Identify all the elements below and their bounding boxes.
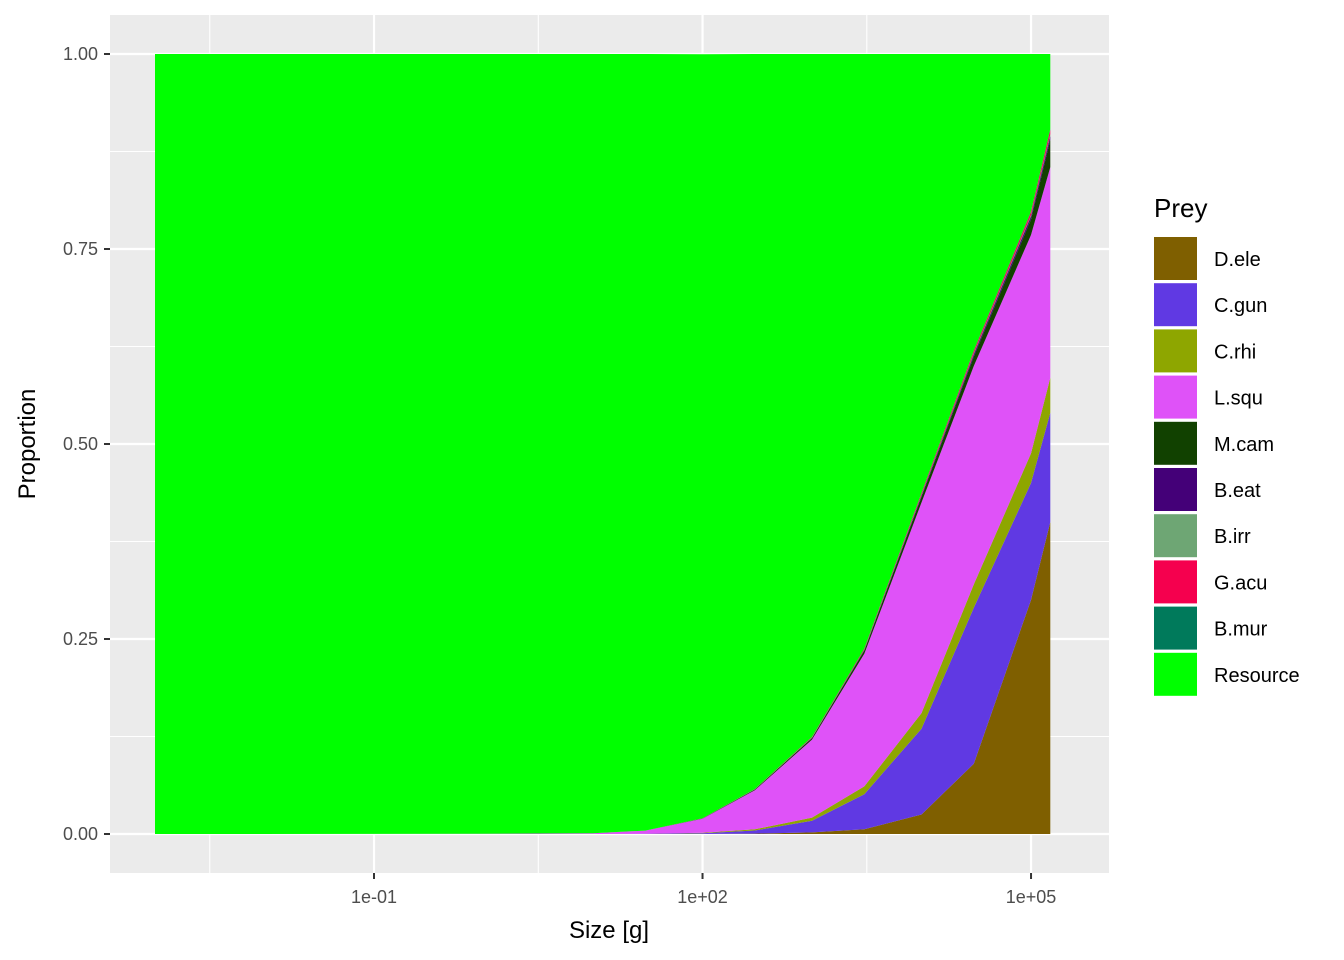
area-series-group [155, 54, 1051, 835]
legend-label-d-ele: D.ele [1214, 249, 1261, 271]
legend: Prey D.ele C.gun C.rhi L.squ M.cam B.eat B.irr… [1154, 193, 1300, 696]
legend-label-b-irr: B.irr [1214, 526, 1251, 548]
y-axis-title: Proportion [14, 389, 41, 500]
legend-label-m-cam: M.cam [1214, 434, 1274, 456]
legend-label-c-rhi: C.rhi [1214, 341, 1256, 363]
legend-swatch-c-gun [1154, 283, 1197, 327]
legend-swatch-l-squ [1154, 375, 1197, 419]
legend-swatch-b-mur [1154, 606, 1197, 650]
legend-swatch-d-ele [1154, 237, 1197, 280]
legend-swatch-b-irr [1154, 514, 1197, 558]
x-tick-label: 1e+05 [1006, 887, 1057, 907]
legend-title: Prey [1154, 193, 1207, 223]
y-tick-label: 0.75 [63, 239, 98, 259]
legend-label-c-gun: C.gun [1214, 295, 1267, 317]
legend-label-resource: Resource [1214, 665, 1300, 687]
x-axis: 1e-01 1e+02 1e+05 [351, 873, 1056, 907]
area-d-ele [155, 522, 1051, 834]
legend-label-g-acu: G.acu [1214, 572, 1267, 594]
legend-swatch-c-rhi [1154, 329, 1197, 373]
y-tick-label: 0.50 [63, 434, 98, 454]
legend-items: D.ele C.gun C.rhi L.squ M.cam B.eat B.irr G.acu… [1154, 237, 1300, 696]
y-tick-label: 1.00 [63, 44, 98, 64]
legend-swatch-b-eat [1154, 468, 1197, 511]
legend-label-b-mur: B.mur [1214, 619, 1268, 641]
y-axis: 0.00 0.25 0.50 0.75 1.00 [63, 44, 110, 844]
x-axis-title: Size [g] [569, 917, 649, 944]
legend-swatch-g-acu [1154, 560, 1197, 604]
x-tick-label: 1e+02 [677, 887, 728, 907]
legend-label-b-eat: B.eat [1214, 480, 1261, 502]
y-tick-label: 0.25 [63, 629, 98, 649]
legend-swatch-m-cam [1154, 421, 1197, 465]
legend-swatch-resource [1154, 652, 1197, 696]
y-tick-label: 0.00 [63, 824, 98, 844]
legend-label-l-squ: L.squ [1214, 388, 1263, 410]
x-tick-label: 1e-01 [351, 887, 397, 907]
area-resource [155, 54, 1051, 834]
